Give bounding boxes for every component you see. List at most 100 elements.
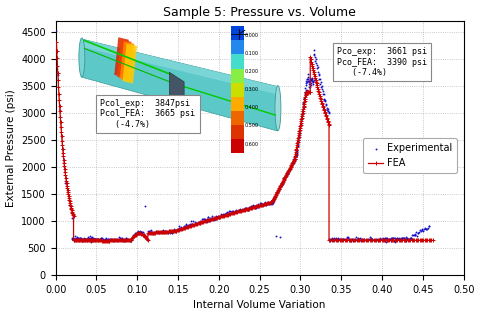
Experimental [359, 237, 367, 242]
Experimental [407, 236, 414, 241]
Experimental [289, 157, 297, 162]
Experimental [426, 223, 433, 228]
Experimental [114, 238, 121, 243]
Experimental [220, 212, 228, 217]
Experimental [397, 235, 405, 240]
Experimental [297, 124, 304, 129]
Experimental [372, 238, 380, 243]
Experimental [275, 186, 282, 191]
Experimental [333, 235, 340, 240]
Experimental [391, 239, 399, 244]
Experimental [88, 235, 96, 240]
Experimental [184, 224, 192, 229]
Experimental [116, 237, 123, 242]
Text: Pcol_exp:  3847psi
Pcol_FEA:  3665 psi
   (-4.7%): Pcol_exp: 3847psi Pcol_FEA: 3665 psi (-4… [100, 99, 195, 129]
Experimental [275, 187, 283, 192]
Experimental [411, 233, 419, 238]
Experimental [182, 222, 190, 227]
Experimental [289, 159, 297, 164]
Experimental [377, 235, 384, 240]
Experimental [292, 151, 300, 156]
Experimental [335, 237, 343, 242]
Experimental [307, 76, 314, 81]
Experimental [83, 236, 90, 241]
Experimental [420, 228, 427, 234]
Experimental [392, 237, 399, 242]
Experimental [252, 205, 260, 210]
FEA [243, 207, 249, 211]
Experimental [378, 237, 386, 242]
Experimental [123, 237, 131, 242]
Experimental [156, 230, 163, 235]
Experimental [380, 236, 387, 241]
Experimental [281, 173, 289, 179]
Experimental [327, 237, 335, 242]
Experimental [296, 134, 303, 139]
Experimental [300, 101, 307, 106]
Experimental [122, 236, 130, 241]
Experimental [189, 222, 196, 227]
Experimental [369, 236, 376, 241]
Experimental [338, 237, 346, 242]
Experimental [256, 203, 264, 208]
Experimental [98, 236, 106, 241]
Experimental [84, 237, 91, 242]
Experimental [192, 220, 199, 225]
Experimental [288, 165, 295, 170]
Experimental [89, 236, 97, 241]
Experimental [141, 233, 148, 238]
Experimental [228, 210, 235, 215]
Experimental [299, 104, 307, 109]
Experimental [96, 236, 104, 241]
Experimental [294, 149, 301, 154]
Experimental [296, 131, 303, 136]
Experimental [87, 236, 95, 241]
Experimental [77, 237, 85, 242]
Experimental [76, 236, 84, 241]
Experimental [168, 230, 176, 235]
Experimental [292, 155, 300, 160]
Experimental [280, 178, 288, 183]
Experimental [165, 228, 172, 234]
Experimental [307, 77, 314, 82]
FEA [396, 238, 401, 242]
Experimental [396, 237, 403, 242]
Experimental [170, 226, 178, 231]
Experimental [274, 189, 282, 194]
Experimental [241, 206, 249, 211]
Experimental [416, 228, 424, 233]
Experimental [118, 236, 125, 241]
Experimental [128, 237, 135, 242]
Experimental [309, 80, 317, 85]
Experimental [174, 228, 181, 233]
Experimental [102, 235, 110, 240]
Experimental [162, 228, 169, 233]
Experimental [176, 223, 183, 228]
Experimental [134, 229, 142, 234]
Experimental [289, 160, 297, 165]
Experimental [204, 217, 211, 222]
Experimental [228, 209, 236, 214]
Experimental [321, 98, 329, 103]
Experimental [86, 236, 94, 241]
Experimental [314, 69, 322, 74]
Experimental [101, 238, 108, 243]
Experimental [198, 219, 206, 224]
Experimental [364, 238, 372, 243]
Experimental [73, 235, 81, 240]
Experimental [74, 235, 82, 240]
Experimental [305, 82, 312, 87]
Experimental [282, 173, 290, 178]
Experimental [304, 72, 312, 77]
Experimental [183, 223, 191, 228]
Experimental [290, 158, 298, 163]
Experimental [267, 198, 275, 203]
Experimental [406, 235, 413, 240]
Experimental [81, 236, 89, 241]
Experimental [231, 209, 239, 214]
Experimental [263, 202, 271, 207]
Experimental [234, 208, 242, 213]
Experimental [254, 202, 262, 207]
Experimental [202, 217, 210, 222]
Experimental [127, 238, 134, 243]
